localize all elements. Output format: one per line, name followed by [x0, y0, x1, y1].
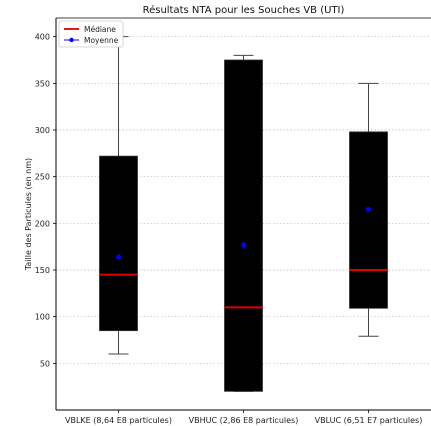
mean-marker: [366, 206, 371, 212]
iqr-box: [224, 59, 263, 392]
boxes: [99, 36, 388, 392]
x-tick-label: VBHUC (2,86 E8 particules): [189, 416, 299, 425]
x-tick-label: VBLKE (8,64 E8 particules): [65, 416, 172, 425]
y-tick-label: 200: [35, 219, 50, 228]
mean-marker: [241, 242, 246, 248]
y-tick-label: 250: [35, 173, 50, 182]
y-tick-label: 300: [35, 126, 50, 135]
legend-swatch-dot: [69, 37, 74, 43]
iqr-box: [349, 131, 388, 309]
y-tick-label: 400: [35, 33, 50, 42]
y-axis-title: Taille des Particules (en nm): [24, 158, 33, 271]
x-tick-label: VBLUC (6,51 E7 particules): [315, 416, 423, 425]
iqr-box: [99, 155, 138, 332]
axes: [53, 17, 431, 413]
legend-label: Moyenne: [84, 36, 119, 45]
y-tick-label: 50: [40, 359, 50, 368]
y-tick-label: 100: [35, 313, 50, 322]
legend: Médiane Moyenne: [58, 20, 124, 48]
y-tick-label: 150: [35, 266, 50, 275]
y-tick-label: 350: [35, 79, 50, 88]
chart-title: Résultats NTA pour les Souches VB (UTI): [143, 4, 345, 16]
legend-label: Médiane: [84, 25, 116, 34]
mean-marker: [116, 254, 121, 260]
tick-labels: 50 100 150 200 250 300 350 400 VBLKE (8,64 E8 pa…: [35, 33, 423, 425]
